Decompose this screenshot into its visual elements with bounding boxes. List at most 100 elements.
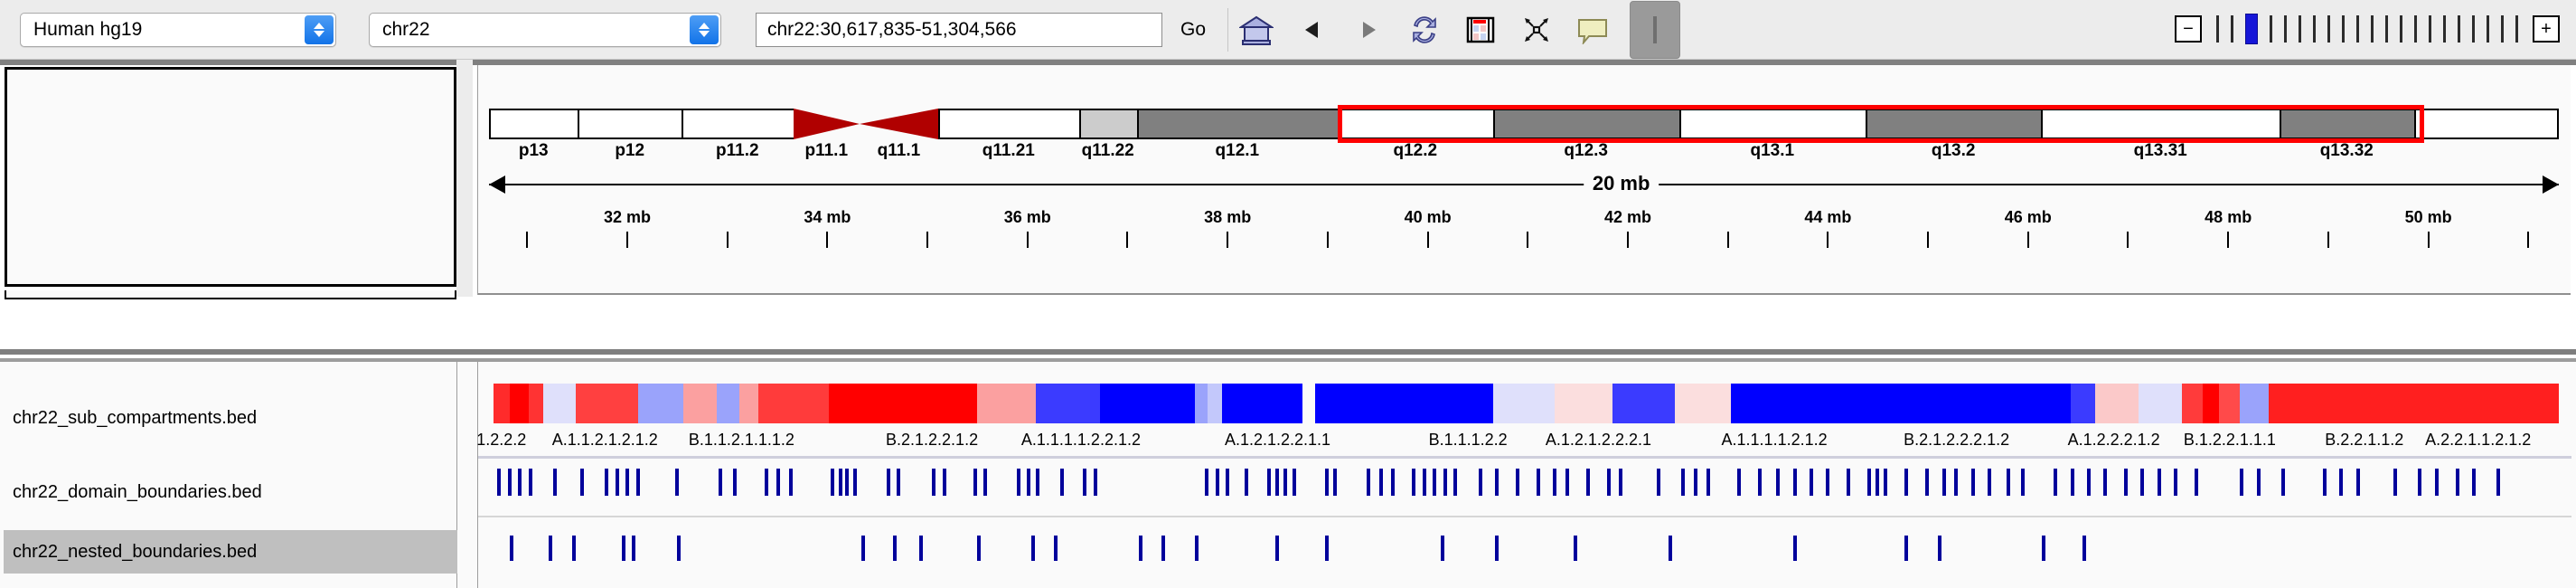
compartment-block[interactable] bbox=[1207, 384, 1222, 423]
boundary-feature[interactable] bbox=[789, 469, 794, 496]
forward-arrow-icon[interactable] bbox=[1340, 6, 1396, 53]
boundary-feature[interactable] bbox=[844, 469, 849, 496]
ideogram[interactable]: p13 p12 p11.2 p11.1 q11.1 q11.21 q11.22 q12.1 q1… bbox=[489, 105, 2559, 160]
boundary-feature[interactable] bbox=[1391, 469, 1396, 496]
boundary-feature[interactable] bbox=[2006, 469, 2010, 496]
compartment-block[interactable] bbox=[828, 384, 978, 423]
ideogram-band[interactable] bbox=[1136, 109, 1338, 139]
boundary-feature[interactable] bbox=[886, 469, 890, 496]
resize-to-fit-icon[interactable] bbox=[1509, 6, 1565, 53]
compartment-block[interactable] bbox=[739, 384, 758, 423]
boundary-feature[interactable] bbox=[1494, 469, 1499, 496]
ideogram-band[interactable] bbox=[489, 109, 578, 139]
boundary-feature[interactable] bbox=[1244, 469, 1248, 496]
boundary-feature[interactable] bbox=[2434, 469, 2439, 496]
boundary-feature[interactable] bbox=[1970, 469, 1975, 496]
compartment-block[interactable] bbox=[2203, 384, 2220, 423]
zoom-tick[interactable] bbox=[2487, 15, 2489, 43]
boundary-feature[interactable] bbox=[1443, 469, 1447, 496]
zoom-tick[interactable] bbox=[2371, 15, 2374, 43]
boundary-feature[interactable] bbox=[1093, 469, 1097, 496]
boundary-feature[interactable] bbox=[1706, 469, 1710, 496]
boundary-feature[interactable] bbox=[1736, 469, 1741, 496]
ideogram-band[interactable] bbox=[1678, 109, 1866, 139]
track-row[interactable] bbox=[478, 384, 2571, 423]
boundary-feature[interactable] bbox=[2339, 469, 2344, 496]
boundary-feature[interactable] bbox=[2281, 469, 2286, 496]
ideogram-band[interactable] bbox=[2413, 109, 2559, 139]
compartment-block[interactable] bbox=[977, 384, 1036, 423]
zoom-tick[interactable] bbox=[2313, 15, 2316, 43]
compartment-block[interactable] bbox=[493, 384, 510, 423]
sub-compartments-heatmap[interactable] bbox=[489, 384, 2559, 423]
zoom-tick[interactable] bbox=[2501, 15, 2504, 43]
compartment-block[interactable] bbox=[1221, 384, 1302, 423]
boundary-feature[interactable] bbox=[2174, 469, 2178, 496]
home-icon[interactable] bbox=[1228, 6, 1284, 53]
zoom-out-button[interactable]: − bbox=[2175, 15, 2202, 43]
boundary-feature[interactable] bbox=[776, 469, 781, 496]
boundary-feature[interactable] bbox=[2322, 469, 2327, 496]
genome-select-spinner[interactable] bbox=[305, 14, 334, 44]
chromosome-select-spinner[interactable] bbox=[690, 14, 719, 44]
boundary-feature[interactable] bbox=[919, 536, 924, 561]
boundary-feature[interactable] bbox=[2418, 469, 2422, 496]
zoom-tick[interactable] bbox=[2270, 15, 2272, 43]
boundary-feature[interactable] bbox=[1283, 469, 1288, 496]
boundary-feature[interactable] bbox=[1433, 469, 1437, 496]
boundary-feature[interactable] bbox=[1573, 536, 1577, 561]
boundary-feature[interactable] bbox=[983, 469, 988, 496]
boundary-feature[interactable] bbox=[1494, 536, 1499, 561]
zoom-tick[interactable] bbox=[2515, 15, 2518, 43]
boundary-feature[interactable] bbox=[2103, 469, 2108, 496]
boundary-feature[interactable] bbox=[1035, 469, 1039, 496]
zoom-tick-rail[interactable] bbox=[2216, 14, 2518, 44]
boundary-feature[interactable] bbox=[1205, 469, 1209, 496]
boundary-feature[interactable] bbox=[518, 469, 522, 496]
boundary-feature[interactable] bbox=[1565, 469, 1569, 496]
boundary-feature[interactable] bbox=[497, 469, 502, 496]
boundary-feature[interactable] bbox=[2194, 469, 2198, 496]
zoom-tick[interactable] bbox=[2443, 15, 2446, 43]
compartment-block[interactable] bbox=[2219, 384, 2241, 423]
boundary-feature[interactable] bbox=[1325, 469, 1330, 496]
chromosome-select[interactable]: chr22 bbox=[369, 12, 721, 47]
boundary-feature[interactable] bbox=[1453, 469, 1458, 496]
compartment-block[interactable] bbox=[2182, 384, 2204, 423]
boundary-feature[interactable] bbox=[1016, 469, 1020, 496]
ideogram-band[interactable] bbox=[578, 109, 682, 139]
zoom-tick[interactable] bbox=[2327, 15, 2330, 43]
boundary-feature[interactable] bbox=[1161, 536, 1166, 561]
boundary-feature[interactable] bbox=[1378, 469, 1383, 496]
boundary-feature[interactable] bbox=[2157, 469, 2161, 496]
track-name-label[interactable]: chr22_nested_boundaries.bed bbox=[4, 530, 457, 574]
boundary-feature[interactable] bbox=[1925, 469, 1930, 496]
genome-select[interactable]: Human hg19 bbox=[20, 12, 336, 47]
panel-divider-bottom[interactable] bbox=[0, 349, 2576, 355]
boundary-feature[interactable] bbox=[1792, 536, 1797, 561]
ideogram-band[interactable] bbox=[937, 109, 1079, 139]
boundary-feature[interactable] bbox=[2041, 536, 2045, 561]
boundary-feature[interactable] bbox=[1954, 469, 1959, 496]
zoom-slider[interactable]: − + bbox=[2175, 5, 2560, 52]
ruler[interactable]: 32 mb 34 mb 36 mb 38 mb 40 mb 42 mb 44 mb 46 mb… bbox=[489, 208, 2559, 262]
boundary-feature[interactable] bbox=[733, 469, 738, 496]
boundary-feature[interactable] bbox=[579, 469, 584, 496]
boundary-feature[interactable] bbox=[1412, 469, 1416, 496]
boundary-feature[interactable] bbox=[1292, 469, 1296, 496]
boundary-feature[interactable] bbox=[1987, 469, 1991, 496]
header-data-panel[interactable]: p13 p12 p11.2 p11.1 q11.1 q11.21 q11.22 q12.1 q1… bbox=[477, 65, 2571, 295]
zoom-tick[interactable] bbox=[2472, 15, 2475, 43]
boundary-feature[interactable] bbox=[1478, 469, 1482, 496]
boundary-feature[interactable] bbox=[621, 536, 625, 561]
boundary-feature[interactable] bbox=[1215, 469, 1219, 496]
boundary-feature[interactable] bbox=[1027, 469, 1031, 496]
ideogram-band[interactable] bbox=[1337, 109, 1493, 139]
go-button[interactable]: Go bbox=[1180, 18, 1207, 40]
boundary-feature[interactable] bbox=[1553, 469, 1557, 496]
compartment-block[interactable] bbox=[1194, 384, 1208, 423]
compartment-block[interactable] bbox=[637, 384, 684, 423]
boundary-feature[interactable] bbox=[509, 536, 513, 561]
compartment-block[interactable] bbox=[2240, 384, 2270, 423]
boundary-feature[interactable] bbox=[764, 469, 768, 496]
